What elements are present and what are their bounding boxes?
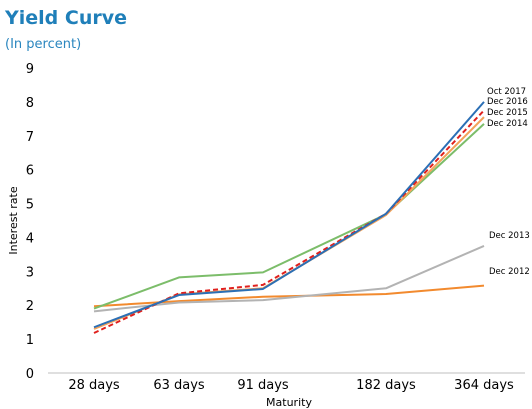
chart-subtitle: (In percent) — [5, 37, 82, 52]
y-tick-label: 6 — [26, 164, 34, 179]
y-tick-label: 2 — [26, 299, 34, 314]
y-tick-label: 1 — [26, 333, 34, 348]
y-tick-label: 0 — [26, 367, 34, 382]
chart-title: Yield Curve — [5, 7, 127, 29]
x-axis-ticks: 28 days 63 days 91 days 182 days 364 days — [68, 378, 514, 393]
series-line-oct-2017 — [93, 101, 485, 329]
y-tick-label: 5 — [26, 198, 34, 213]
series-line-dec-2014 — [93, 123, 485, 310]
series-label: Oct 2017 — [487, 87, 526, 97]
series-line-dec-2016 — [93, 109, 485, 334]
y-tick-label: 7 — [26, 130, 34, 145]
x-tick-label: 28 days — [68, 378, 120, 393]
series-label: Dec 2012 — [489, 267, 530, 277]
y-tick-label: 9 — [26, 62, 34, 77]
x-tick-label: 364 days — [454, 378, 514, 393]
series-line-dec-2013 — [93, 244, 485, 313]
series-line-dec-2012 — [93, 284, 485, 308]
y-axis-ticks: 0 1 2 3 4 5 6 7 8 9 — [26, 62, 34, 382]
x-axis-label: Maturity — [266, 396, 312, 409]
series-label: Dec 2014 — [487, 119, 528, 129]
x-tick-label: 63 days — [153, 378, 205, 393]
series-lines — [93, 101, 485, 334]
series-label: Dec 2015 — [487, 108, 528, 118]
series-label: Dec 2016 — [487, 97, 528, 107]
y-tick-label: 3 — [26, 265, 34, 280]
y-tick-label: 4 — [26, 231, 34, 246]
x-tick-label: 182 days — [356, 378, 416, 393]
x-tick-label: 91 days — [237, 378, 289, 393]
y-tick-label: 8 — [26, 96, 34, 111]
series-label: Dec 2013 — [489, 231, 530, 241]
y-axis-label: Interest rate — [7, 186, 20, 254]
